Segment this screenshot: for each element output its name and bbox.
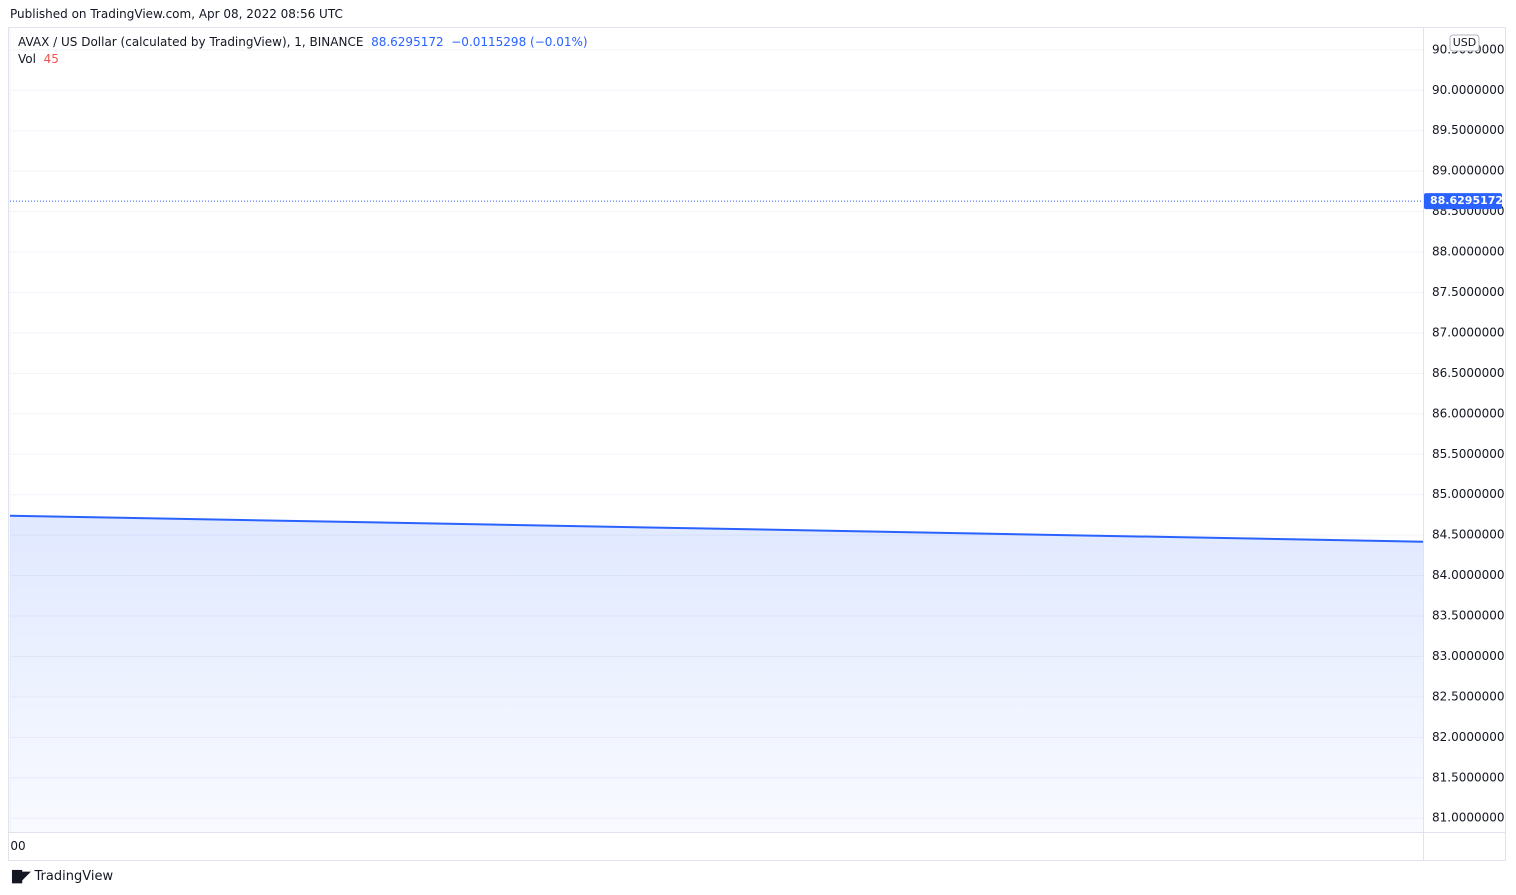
- volume-line: Vol 45: [18, 51, 588, 68]
- axes: 81.0000000 81.5000000 82.0000000 82.5000000…: [10, 42, 1505, 853]
- chart-frame: [8, 27, 1506, 861]
- legend: AVAX / US Dollar (calculated by TradingV…: [18, 34, 588, 68]
- y-tick-label: 84.5000000: [1432, 528, 1505, 542]
- y-tick-label: 87.5000000: [1432, 285, 1505, 299]
- y-tick-label: 81.5000000: [1432, 770, 1505, 784]
- brand: ▇◤ TradingView: [12, 869, 113, 884]
- last-price: 88.6295172: [371, 35, 444, 49]
- last-price-label: 88.6295172: [1430, 194, 1503, 207]
- x-tick-label: 00: [10, 839, 25, 853]
- y-tick-label: 82.0000000: [1432, 730, 1505, 744]
- y-tick-label: 85.5000000: [1432, 447, 1505, 461]
- y-tick-label: 82.5000000: [1432, 689, 1505, 703]
- y-tick-label: 84.0000000: [1432, 568, 1505, 582]
- brand-logo: ▇◤: [12, 869, 31, 884]
- y-tick-label: 90.0000000: [1432, 83, 1505, 97]
- published-note: Published on TradingView.com, Apr 08, 20…: [10, 7, 343, 21]
- y-tick-label: 89.0000000: [1432, 164, 1505, 178]
- volume-label: Vol: [18, 52, 36, 66]
- y-tick-label: 88.0000000: [1432, 245, 1505, 259]
- y-tick-label: 89.5000000: [1432, 123, 1505, 137]
- symbol-title: AVAX / US Dollar (calculated by TradingV…: [18, 35, 364, 49]
- y-tick-label: 86.0000000: [1432, 406, 1505, 420]
- plot: [9, 200, 1423, 832]
- brand-name: TradingView: [34, 869, 114, 884]
- y-tick-label: 81.0000000: [1432, 811, 1505, 825]
- currency-label: USD: [1453, 36, 1477, 49]
- y-tick-label: 83.0000000: [1432, 649, 1505, 663]
- price-change: −0.0115298 (−0.01%): [451, 35, 588, 49]
- y-tick-label: 87.0000000: [1432, 325, 1505, 339]
- volume-value: 45: [43, 52, 59, 66]
- last-price-badge: [1424, 193, 1502, 210]
- y-tick-label: 86.5000000: [1432, 366, 1505, 380]
- y-tick-label: 83.5000000: [1432, 609, 1505, 623]
- y-tick-label: 85.0000000: [1432, 487, 1505, 501]
- area-fill: [10, 515, 1423, 832]
- symbol-line: AVAX / US Dollar (calculated by TradingV…: [18, 34, 588, 51]
- currency-badge[interactable]: [1449, 34, 1480, 52]
